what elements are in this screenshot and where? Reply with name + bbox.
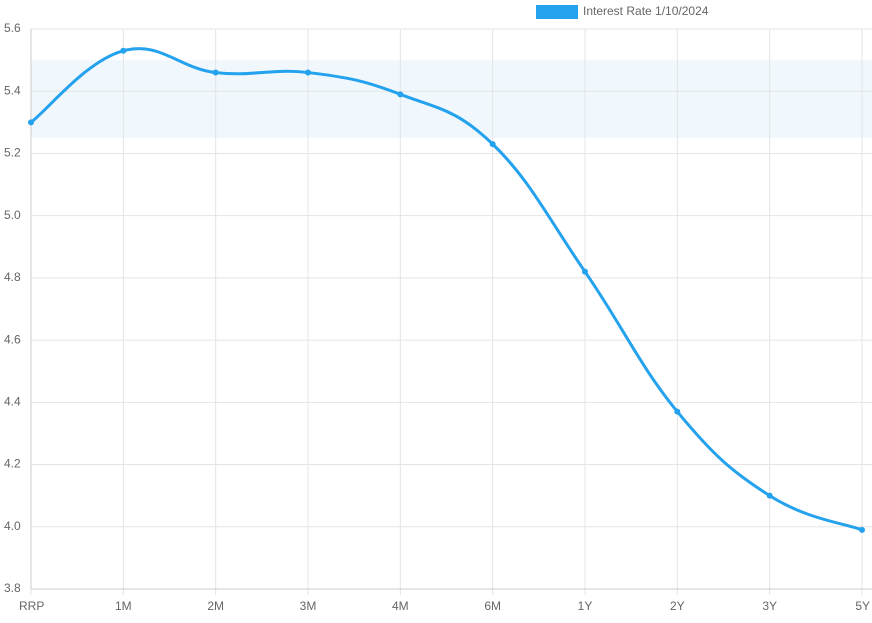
y-tick-label: 3.8 [4, 581, 21, 595]
y-tick-label: 4.2 [4, 457, 21, 471]
y-tick-label: 5.6 [4, 21, 21, 35]
point [674, 408, 681, 415]
point [766, 492, 773, 499]
point [859, 526, 865, 533]
x-tick-label: RRP [19, 599, 44, 613]
y-tick-label: 4.8 [4, 270, 21, 284]
y-tick-label: 5.2 [4, 146, 21, 160]
point [582, 268, 588, 275]
x-tick-label: 6M [484, 599, 501, 613]
x-tick-label: 2Y [670, 599, 685, 613]
y-tick-label: 4.4 [4, 395, 21, 409]
point [212, 69, 219, 76]
legend-swatch [536, 5, 578, 19]
x-tick-label: 1Y [578, 599, 593, 613]
x-tick-label: 3M [300, 599, 317, 613]
y-tick-label: 4.0 [4, 519, 21, 533]
y-tick-label: 5.4 [4, 83, 21, 97]
x-tick-label: 3Y [762, 599, 777, 613]
point [397, 91, 404, 98]
x-tick-label: 5Y [855, 599, 870, 613]
line [30, 47, 863, 532]
y-tick-label: 4.6 [4, 332, 21, 346]
shaded-band [31, 60, 872, 138]
y-tick-label: 5.0 [4, 208, 21, 222]
x-tick-label: 2M [207, 599, 224, 613]
point [489, 141, 496, 148]
point [28, 119, 34, 126]
point [305, 69, 311, 76]
x-tick-label: 4M [392, 599, 409, 613]
point [120, 47, 127, 54]
legend-label: Interest Rate 1/10/2024 [583, 4, 709, 18]
x-tick-label: 1M [115, 599, 132, 613]
